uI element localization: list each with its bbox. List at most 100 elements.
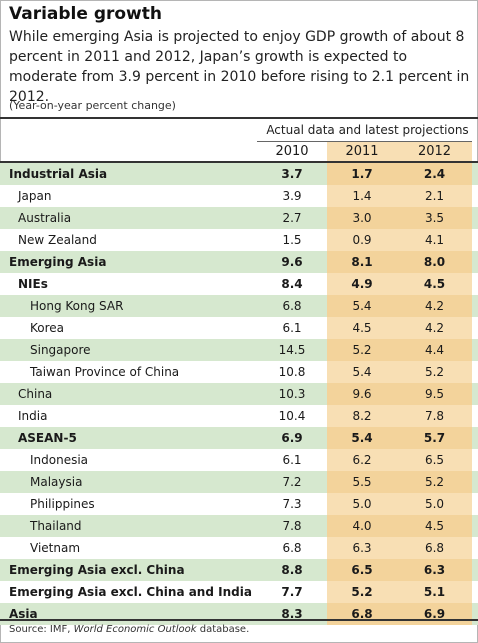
table-row: Japan 3.9 1.4 2.1 — [0, 185, 478, 207]
data-table-body: Industrial Asia 3.7 1.7 2.4 Japan 3.9 1.4 2.1 Au… — [0, 163, 478, 625]
source-note: Source: IMF, World Economic Outlook data… — [9, 624, 249, 635]
table-row: India 10.4 8.2 7.8 — [0, 405, 478, 427]
value-2011: 6.5 — [327, 559, 397, 581]
value-2011: 3.0 — [327, 207, 397, 229]
row-label: Philippines — [30, 497, 95, 511]
row-label: Hong Kong SAR — [30, 299, 124, 313]
row-label: Vietnam — [30, 541, 81, 555]
value-2011: 8.1 — [327, 251, 397, 273]
table-row: Philippines 7.3 5.0 5.0 — [0, 493, 478, 515]
column-group-header: Actual data and latest projections — [266, 123, 469, 137]
row-label: India — [18, 409, 48, 423]
value-2010: 3.7 — [281, 167, 303, 181]
value-2012: 7.8 — [397, 405, 472, 427]
row-label: ASEAN-5 — [18, 431, 77, 445]
value-2012: 4.5 — [397, 273, 472, 295]
value-2011: 4.5 — [327, 317, 397, 339]
row-label: Indonesia — [30, 453, 89, 467]
value-2010: 7.2 — [282, 475, 302, 489]
value-2011: 6.2 — [327, 449, 397, 471]
value-2010: 7.7 — [281, 585, 303, 599]
value-2010: 6.1 — [282, 453, 302, 467]
value-2010: 9.6 — [281, 255, 303, 269]
table-row: Emerging Asia 9.6 8.1 8.0 — [0, 251, 478, 273]
table-row: Emerging Asia excl. China and India 7.7 5.… — [0, 581, 478, 603]
table-row: Indonesia 6.1 6.2 6.5 — [0, 449, 478, 471]
value-2011: 1.4 — [327, 185, 397, 207]
value-2011: 5.2 — [327, 581, 397, 603]
value-2010: 6.9 — [281, 431, 303, 445]
value-2011: 1.7 — [327, 163, 397, 185]
value-2011: 5.4 — [327, 427, 397, 449]
value-2012: 4.2 — [397, 295, 472, 317]
value-2011: 4.0 — [327, 515, 397, 537]
value-2010: 6.1 — [282, 321, 302, 335]
row-label: China — [18, 387, 53, 401]
table-top-rule — [0, 117, 478, 119]
source-suffix: database. — [196, 624, 250, 635]
value-2011: 8.2 — [327, 405, 397, 427]
value-2011: 6.8 — [327, 603, 397, 625]
value-2010: 2.7 — [282, 211, 302, 225]
table-row: NIEs 8.4 4.9 4.5 — [0, 273, 478, 295]
value-2012: 5.2 — [397, 361, 472, 383]
unit-note: (Year-on-year percent change) — [9, 99, 176, 112]
value-2012: 4.1 — [397, 229, 472, 251]
value-2010: 8.8 — [281, 563, 303, 577]
value-2010: 7.3 — [282, 497, 302, 511]
value-2012: 3.5 — [397, 207, 472, 229]
value-2011: 5.5 — [327, 471, 397, 493]
value-2010: 6.8 — [282, 299, 302, 313]
header-bottom-rule — [0, 161, 478, 163]
row-label: Malaysia — [30, 475, 83, 489]
table-row: Korea 6.1 4.5 4.2 — [0, 317, 478, 339]
value-2010: 7.8 — [282, 519, 302, 533]
value-2011: 5.4 — [327, 295, 397, 317]
table-row: Asia 8.3 6.8 6.9 — [0, 603, 478, 625]
value-2011: 6.3 — [327, 537, 397, 559]
value-2010: 3.9 — [282, 189, 302, 203]
table-row: Industrial Asia 3.7 1.7 2.4 — [0, 163, 478, 185]
value-2010: 8.3 — [281, 607, 303, 621]
value-2012: 8.0 — [397, 251, 472, 273]
table-row: Australia 2.7 3.0 3.5 — [0, 207, 478, 229]
table-row: Emerging Asia excl. China 8.8 6.5 6.3 — [0, 559, 478, 581]
value-2012: 4.4 — [397, 339, 472, 361]
figure-subtitle: While emerging Asia is projected to enjo… — [9, 29, 470, 105]
value-2012: 5.7 — [397, 427, 472, 449]
value-2011: 0.9 — [327, 229, 397, 251]
value-2011: 5.0 — [327, 493, 397, 515]
value-2011: 9.6 — [327, 383, 397, 405]
row-label: Australia — [18, 211, 72, 225]
row-label: New Zealand — [18, 233, 97, 247]
row-label: NIEs — [18, 277, 48, 291]
value-2012: 9.5 — [397, 383, 472, 405]
table-row: Singapore 14.5 5.2 4.4 — [0, 339, 478, 361]
row-label: Emerging Asia — [9, 255, 107, 269]
value-2012: 2.1 — [397, 185, 472, 207]
table-row: New Zealand 1.5 0.9 4.1 — [0, 229, 478, 251]
source-prefix: Source: IMF, — [9, 624, 74, 635]
value-2012: 5.0 — [397, 493, 472, 515]
value-2012: 4.2 — [397, 317, 472, 339]
table-bottom-rule — [0, 619, 478, 621]
table-row: Taiwan Province of China 10.8 5.4 5.2 — [0, 361, 478, 383]
value-2012: 6.8 — [397, 537, 472, 559]
row-label: Emerging Asia excl. China and India — [9, 585, 252, 599]
table-row: Vietnam 6.8 6.3 6.8 — [0, 537, 478, 559]
value-2010: 10.8 — [278, 365, 306, 379]
table-row: Hong Kong SAR 6.8 5.4 4.2 — [0, 295, 478, 317]
value-2011: 5.4 — [327, 361, 397, 383]
value-2012: 4.5 — [397, 515, 472, 537]
table-row: Malaysia 7.2 5.5 5.2 — [0, 471, 478, 493]
year-header-2010: 2010 — [275, 144, 309, 159]
value-2012: 6.9 — [397, 603, 472, 625]
value-2010: 8.4 — [281, 277, 303, 291]
year-header-row: 2010 2011 2012 — [0, 142, 478, 162]
figure-title: Variable growth — [9, 4, 162, 24]
row-label: Emerging Asia excl. China — [9, 563, 185, 577]
table-row: Thailand 7.8 4.0 4.5 — [0, 515, 478, 537]
row-label: Korea — [30, 321, 65, 335]
table-row: ASEAN-5 6.9 5.4 5.7 — [0, 427, 478, 449]
row-label: Japan — [18, 189, 52, 203]
